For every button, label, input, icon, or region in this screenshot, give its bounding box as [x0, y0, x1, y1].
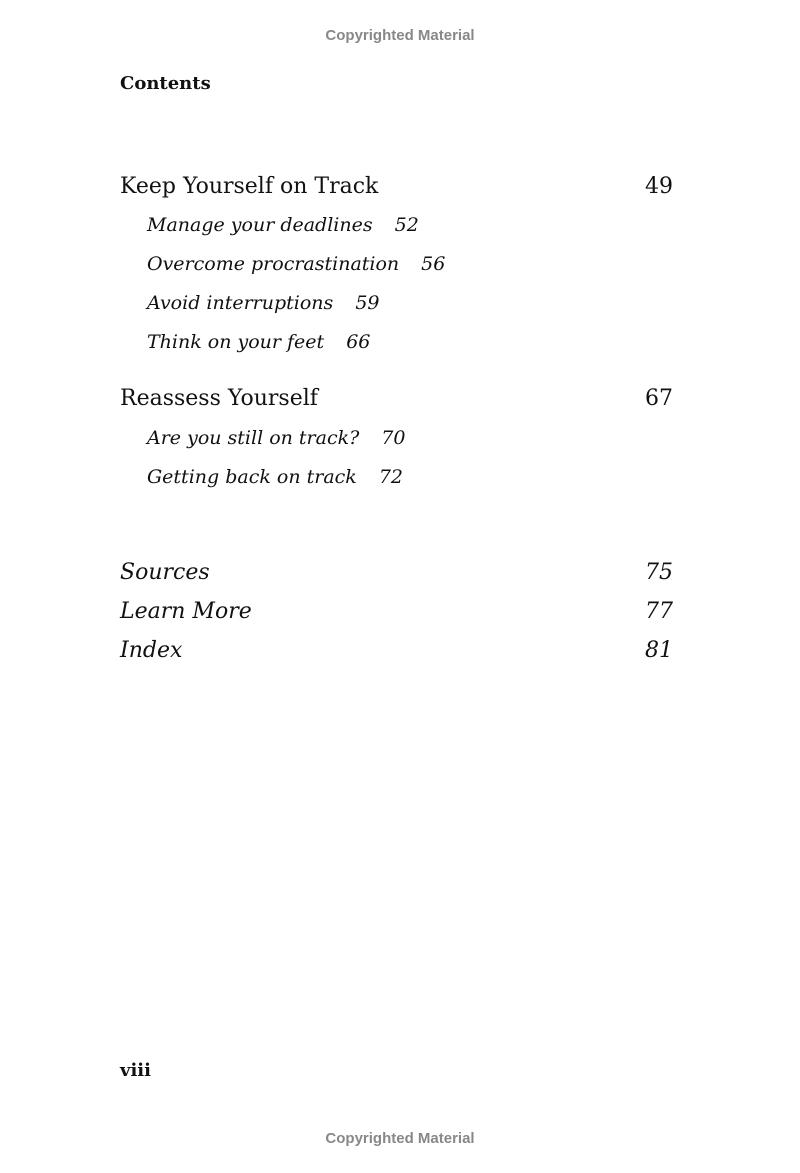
section-page: 49	[645, 174, 673, 199]
page-number: viii	[120, 1060, 151, 1081]
entry-page: 81	[645, 638, 673, 663]
toc-back-matter[interactable]: Sources 75	[120, 560, 673, 585]
toc-item[interactable]: Overcome procrastination 56	[147, 253, 445, 275]
toc-back-matter[interactable]: Learn More 77	[120, 599, 673, 624]
toc-item[interactable]: Avoid interruptions 59	[147, 292, 380, 314]
entry-page: 75	[645, 560, 673, 585]
toc-item[interactable]: Getting back on track 72	[147, 466, 403, 488]
item-page: 70	[381, 427, 406, 449]
page-heading: Contents	[120, 73, 211, 94]
entry-page: 77	[645, 599, 673, 624]
section-title: Reassess Yourself	[120, 386, 318, 411]
toc-item[interactable]: Manage your deadlines 52	[147, 214, 419, 236]
section-title: Keep Yourself on Track	[120, 174, 379, 199]
item-title: Getting back on track	[147, 466, 357, 488]
item-page: 72	[378, 466, 403, 488]
item-title: Avoid interruptions	[147, 292, 334, 314]
toc-item[interactable]: Think on your feet 66	[147, 331, 370, 353]
item-page: 56	[421, 253, 446, 275]
item-title: Are you still on track?	[147, 427, 360, 449]
toc-back-matter[interactable]: Index 81	[120, 638, 673, 663]
toc-section[interactable]: Keep Yourself on Track 49	[120, 174, 673, 199]
item-title: Think on your feet	[147, 331, 325, 353]
toc-section[interactable]: Reassess Yourself 67	[120, 386, 673, 411]
item-title: Overcome procrastination	[147, 253, 400, 275]
watermark-bottom: Copyrighted Material	[325, 1130, 475, 1147]
item-page: 52	[394, 214, 419, 236]
toc-item[interactable]: Are you still on track? 70	[147, 427, 405, 449]
item-title: Manage your deadlines	[147, 214, 373, 236]
entry-title: Learn More	[120, 599, 252, 624]
entry-title: Index	[120, 638, 183, 663]
item-page: 66	[346, 331, 371, 353]
entry-title: Sources	[120, 560, 210, 585]
watermark-top: Copyrighted Material	[325, 27, 475, 44]
section-page: 67	[645, 386, 673, 411]
item-page: 59	[355, 292, 380, 314]
